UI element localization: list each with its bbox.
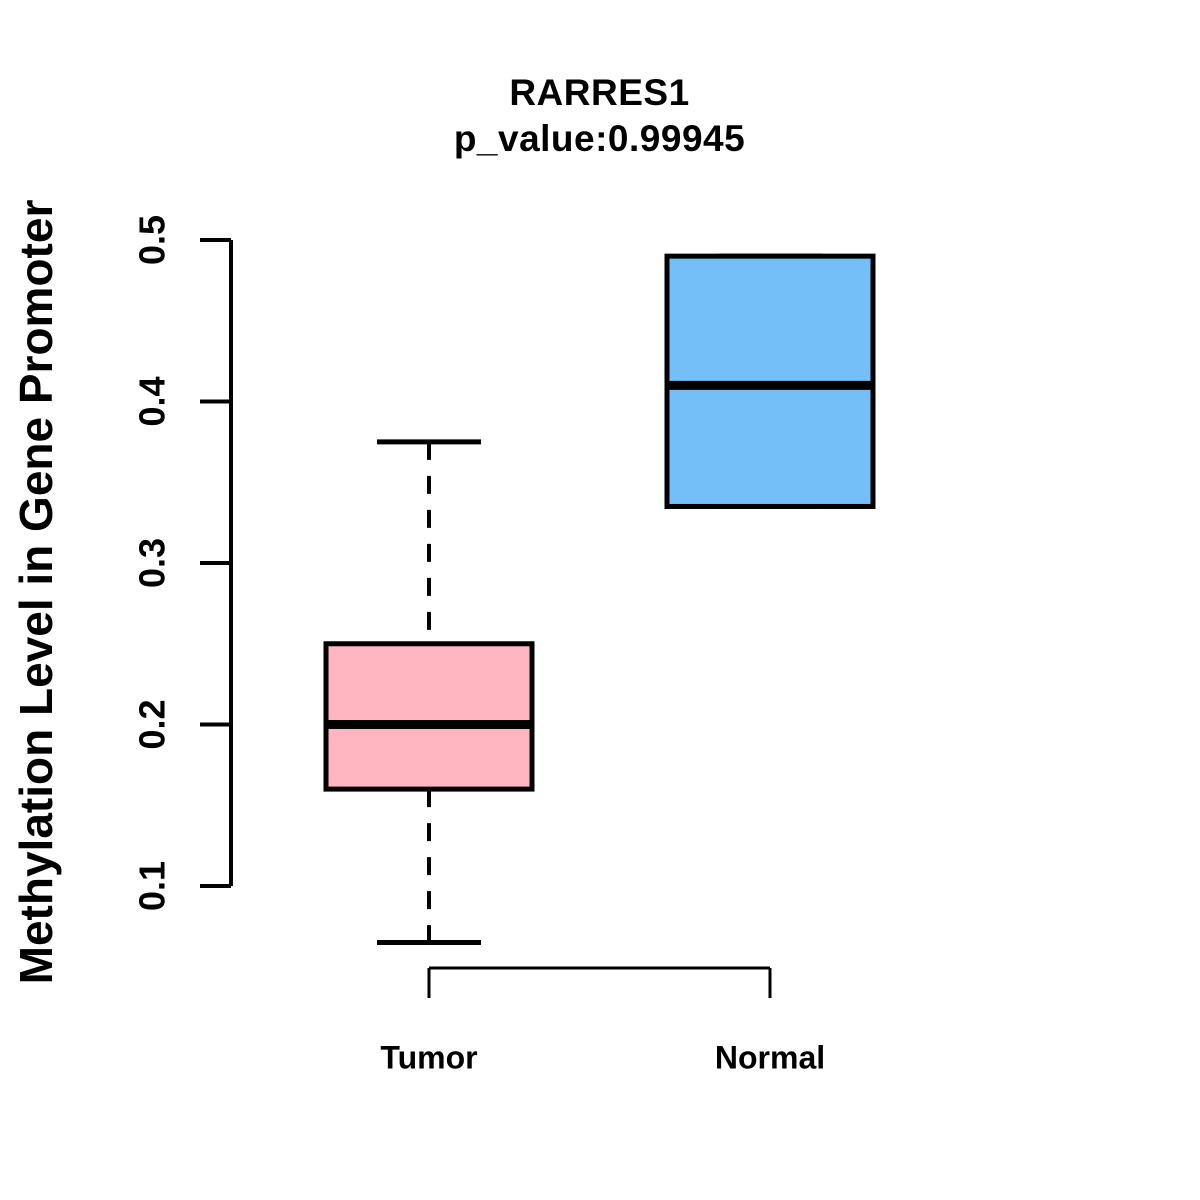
y-tick-label: 0.4 [132,376,173,426]
y-tick-label: 0.5 [132,215,173,265]
x-tick-label-tumor: Tumor [380,1039,478,1076]
chart-title: RARRES1 [509,72,690,113]
chart-subtitle: p_value:0.99945 [453,118,746,159]
y-tick-label: 0.2 [132,699,173,749]
x-tick-label-normal: Normal [714,1039,826,1076]
y-tick-label: 0.3 [132,538,173,588]
box-tumor [323,641,535,792]
y-tick-label: 0.1 [132,861,173,911]
title-block: RARRES1 p_value:0.99945 [0,70,1199,162]
